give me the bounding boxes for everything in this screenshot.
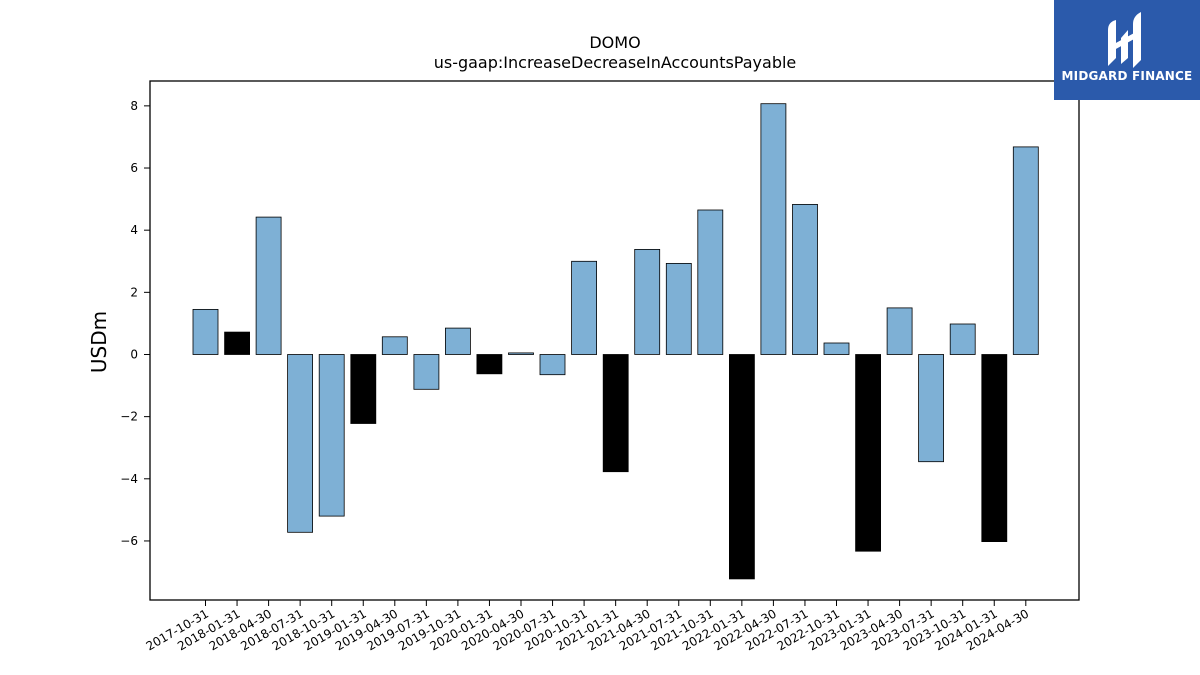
bar-2022-01-31 xyxy=(729,354,755,580)
bar-2022-07-31 xyxy=(792,203,818,355)
chart-title: DOMO xyxy=(589,33,640,52)
bar-2018-10-31 xyxy=(318,354,345,517)
bar-2019-07-31 xyxy=(413,354,440,390)
chart-subtitle: us-gaap:IncreaseDecreaseInAccountsPayabl… xyxy=(434,53,797,72)
bar-2024-01-31 xyxy=(981,354,1008,543)
bar-2021-01-31 xyxy=(602,354,629,473)
bar-2018-01-31 xyxy=(224,331,251,355)
y-tick-label: −6 xyxy=(120,534,138,548)
brand-name: MIDGARD FINANCE xyxy=(1061,69,1193,83)
y-tick-label: 6 xyxy=(130,161,138,175)
bar-2020-10-31 xyxy=(571,260,597,355)
bar-2017-10-31 xyxy=(192,308,219,355)
bars-group xyxy=(192,103,1039,580)
y-tick-label: 4 xyxy=(130,223,138,237)
bar-2021-10-31 xyxy=(697,209,724,355)
bar-2019-04-30 xyxy=(381,336,408,355)
x-axis-ticks: 2017-10-312018-01-312018-04-302018-07-31… xyxy=(144,600,1031,653)
bar-2020-07-31 xyxy=(539,354,566,376)
bar-2018-07-31 xyxy=(287,354,314,533)
brand-mark-icon xyxy=(1108,12,1141,68)
bar-2020-01-31 xyxy=(476,354,503,375)
y-tick-label: −2 xyxy=(120,410,138,424)
y-axis-label: USDm xyxy=(87,311,111,373)
bar-2021-07-31 xyxy=(665,262,692,355)
bar-2023-10-31 xyxy=(949,323,976,355)
bar-2023-04-30 xyxy=(886,307,913,355)
bar-2019-10-31 xyxy=(444,327,471,355)
bar-2022-10-31 xyxy=(823,342,850,355)
y-axis-ticks: −6 −4 −2 0 2 4 6 8 xyxy=(120,99,150,548)
y-tick-label: 0 xyxy=(130,347,138,361)
plot-frame xyxy=(149,80,1080,601)
bar-2020-04-30 xyxy=(508,352,534,355)
brand-logo: MIDGARD FINANCE xyxy=(1054,0,1200,100)
y-tick-label: −4 xyxy=(120,472,138,486)
bar-2019-01-31 xyxy=(350,354,377,424)
bar-2023-07-31 xyxy=(918,354,944,463)
bar-2018-04-30 xyxy=(255,216,282,355)
y-tick-label: 2 xyxy=(130,285,138,299)
y-tick-label: 8 xyxy=(130,99,138,113)
bar-2022-04-30 xyxy=(760,103,787,355)
bar-2024-04-30 xyxy=(1012,146,1039,355)
bar-2021-04-30 xyxy=(634,248,661,355)
bar-2023-01-31 xyxy=(855,354,881,552)
